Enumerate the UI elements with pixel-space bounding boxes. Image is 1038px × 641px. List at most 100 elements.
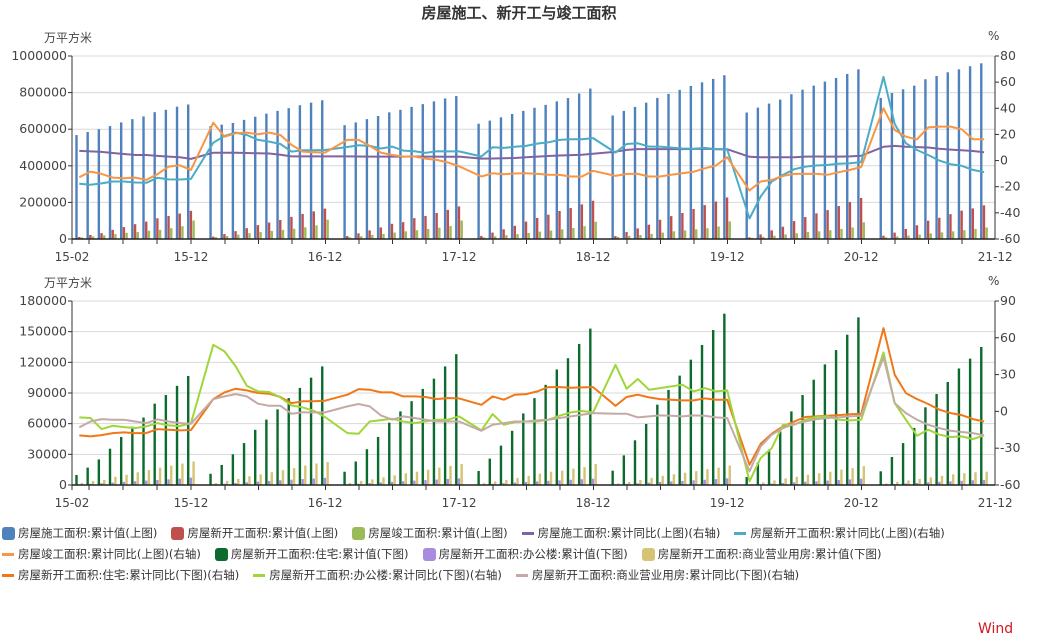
legend-label: 房屋新开工面积:住宅:累计同比(下图)(右轴)	[18, 568, 240, 582]
bottom-bar-series2	[393, 475, 396, 485]
bottom-bar-series1	[792, 482, 796, 485]
bottom-bar-series2	[493, 481, 497, 485]
top-right-tick-label: 60	[1000, 74, 1016, 89]
top-bar-series0	[488, 120, 491, 239]
top-bar-series0	[968, 66, 972, 239]
top-bar-series1	[591, 200, 595, 239]
top-bar-series0	[644, 102, 648, 239]
bottom-bar-series2	[382, 477, 385, 485]
legend-item[interactable]: 房屋竣工面积:累计同比(上图)(右轴)	[2, 545, 201, 563]
top-bar-series2	[695, 229, 698, 239]
top-left-tick-label: 400000	[19, 158, 67, 173]
bottom-bar-series0	[689, 359, 693, 485]
bottom-bar-series2	[974, 472, 977, 485]
top-bar-series0	[142, 116, 145, 239]
top-bar-series2	[225, 236, 229, 239]
top-bar-series0	[388, 112, 391, 239]
top-right-tick-label: 0	[1000, 153, 1008, 168]
top-bar-series1	[513, 225, 517, 239]
bottom-x-tick-label: 15-12	[174, 496, 209, 510]
top-bar-series2	[940, 232, 944, 239]
bottom-bar-series1	[535, 481, 539, 485]
top-bar-series1	[826, 210, 829, 239]
top-bar-series1	[502, 229, 505, 239]
top-bar-series2	[806, 232, 810, 239]
bottom-bar-series1	[189, 477, 193, 485]
bottom-bar-series0	[667, 389, 670, 485]
bottom-bar-series2	[326, 462, 329, 485]
top-bar-series2	[482, 237, 486, 239]
bottom-left-tick-label: 0	[59, 477, 67, 492]
top-right-tick-label: 40	[1000, 100, 1016, 115]
bottom-bar-series2	[270, 472, 273, 485]
legend-item[interactable]: 房屋新开工面积:办公楼:累计同比(下图)(右轴)	[253, 566, 502, 584]
top-bar-series2	[214, 237, 218, 239]
bottom-bar-series2	[695, 471, 698, 485]
bottom-bar-series2	[639, 479, 642, 485]
bottom-bar-series2	[616, 483, 620, 485]
bottom-bar-series2	[583, 467, 586, 485]
bottom-bar-series2	[404, 473, 408, 485]
legend-item[interactable]: 房屋竣工面积:累计值(上图)	[352, 524, 508, 542]
bottom-bar-series2	[829, 471, 832, 485]
top-bar-series2	[795, 233, 798, 239]
top-bar-series2	[460, 220, 463, 239]
bottom-bar-series2	[460, 464, 463, 485]
legend-item[interactable]: 房屋新开工面积:住宅:累计值(下图)	[214, 545, 409, 563]
top-bar-series0	[477, 123, 480, 239]
bottom-bar-series1	[569, 479, 572, 485]
top-bar-series2	[672, 231, 676, 239]
top-bar-series0	[589, 88, 592, 239]
top-bar-series1	[759, 234, 762, 239]
top-bar-series1	[971, 208, 974, 239]
top-bar-series2	[963, 230, 966, 239]
bottom-bar-series2	[158, 467, 162, 485]
bottom-bar-series2	[907, 480, 910, 485]
bottom-bar-series2	[315, 463, 318, 485]
top-bar-series2	[103, 235, 106, 239]
bottom-left-tick-label: 120000	[19, 354, 67, 369]
legend-item[interactable]: 房屋新开工面积:住宅:累计同比(下图)(右轴)	[2, 566, 239, 584]
top-bar-series1	[234, 231, 237, 239]
top-bar-series1	[368, 230, 371, 239]
bottom-bar-series1	[390, 481, 394, 485]
top-x-tick-label: 18-12	[576, 250, 611, 264]
top-bar-series2	[292, 228, 296, 239]
top-bar-series0	[767, 103, 771, 239]
bottom-bar-series2	[80, 482, 84, 485]
top-bar-series1	[792, 221, 796, 239]
legend-label: 房屋竣工面积:累计同比(上图)(右轴)	[18, 547, 201, 561]
bottom-bar-series0	[388, 422, 391, 485]
bottom-bar-series1	[502, 483, 505, 485]
top-bar-series1	[122, 227, 126, 239]
chart-title: 房屋施工、新开工与竣工面积	[421, 4, 617, 22]
legend-item[interactable]: 房屋新开工面积:累计同比(上图)(右轴)	[734, 524, 945, 542]
top-bar-series0	[443, 98, 447, 240]
legend-item[interactable]: 房屋施工面积:累计同比(上图)(右轴)	[521, 524, 720, 542]
bottom-bar-series1	[982, 479, 986, 485]
top-bar-series1	[681, 213, 684, 239]
legend-item[interactable]: 房屋新开工面积:累计值(上图)	[171, 524, 338, 542]
top-bar-series2	[549, 230, 553, 239]
legend-item[interactable]: 房屋新开工面积:商业营业用房:累计同比(下图)(右轴)	[515, 566, 799, 584]
top-bar-series1	[346, 236, 349, 239]
top-bar-series0	[879, 97, 882, 239]
bottom-bar-series2	[438, 467, 441, 485]
top-bar-series1	[982, 205, 986, 239]
top-bar-series0	[309, 102, 313, 239]
top-bar-series0	[410, 106, 413, 240]
top-bar-series0	[779, 99, 782, 239]
top-bar-series1	[558, 211, 561, 239]
bottom-bar-series0	[935, 394, 938, 485]
bottom-bar-series1	[949, 481, 952, 485]
bottom-bar-series1	[145, 480, 148, 485]
bottom-x-tick-label: 15-02	[55, 496, 90, 510]
legend-item[interactable]: 房屋新开工面积:办公楼:累计值(下图)	[422, 545, 628, 563]
top-bar-series2	[270, 230, 273, 239]
bottom-bar-series2	[449, 465, 452, 485]
bottom-bar-series0	[75, 474, 78, 485]
legend-item[interactable]: 房屋新开工面积:商业营业用房:累计值(下图)	[641, 545, 882, 563]
top-bar-series0	[131, 119, 134, 239]
top-bar-series2	[572, 228, 575, 239]
legend-item[interactable]: 房屋施工面积:累计值(上图)	[2, 524, 157, 542]
